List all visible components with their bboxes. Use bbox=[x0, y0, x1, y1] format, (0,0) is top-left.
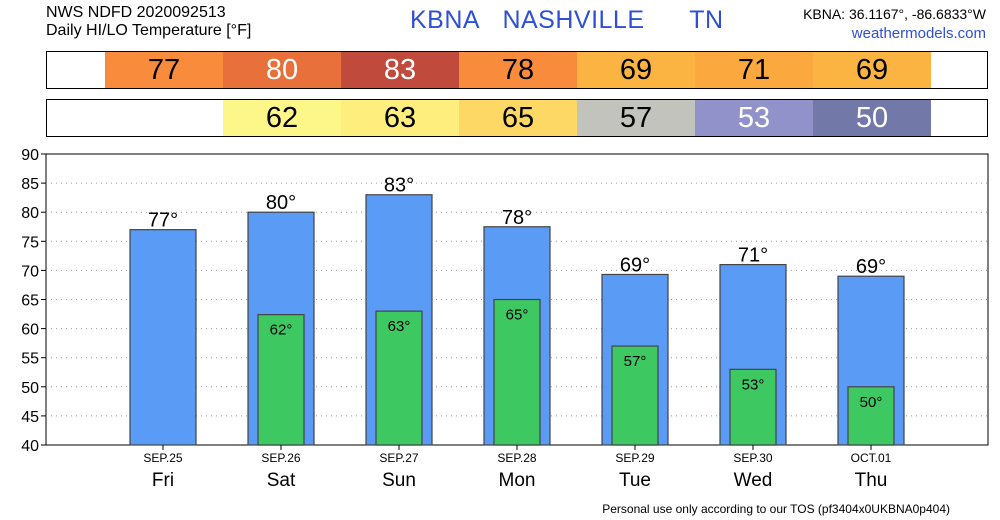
x-day-label: Wed bbox=[734, 470, 773, 491]
high-strip-cell: 69 bbox=[577, 52, 695, 88]
high-bar-label: 83° bbox=[384, 175, 414, 197]
site-link[interactable]: weathermodels.com bbox=[851, 25, 986, 42]
high-bar-label: 69° bbox=[856, 256, 886, 278]
y-tick-label: 70 bbox=[21, 263, 39, 280]
y-tick-label: 50 bbox=[21, 380, 39, 397]
low-bar-label: 62° bbox=[270, 322, 293, 339]
low-bar-label: 65° bbox=[506, 307, 529, 324]
y-tick-label: 90 bbox=[21, 147, 39, 164]
y-tick-label: 75 bbox=[21, 234, 39, 251]
footer-note: Personal use only according to our TOS (… bbox=[602, 502, 950, 516]
low-strip-cell: 65 bbox=[459, 100, 577, 136]
x-date-label: SEP.25 bbox=[143, 451, 182, 465]
header-right: KBNA: 36.1167°, -86.6833°W weathermodels… bbox=[803, 5, 986, 43]
low-bar bbox=[611, 345, 659, 446]
low-bar-label: 57° bbox=[624, 353, 647, 370]
x-day-label: Mon bbox=[499, 470, 536, 491]
y-tick-label: 65 bbox=[21, 293, 39, 310]
x-day-label: Thu bbox=[855, 470, 888, 491]
x-date-label: SEP.26 bbox=[261, 451, 300, 465]
low-bar-label: 50° bbox=[860, 394, 883, 411]
y-tick-label: 55 bbox=[21, 351, 39, 368]
low-strip-cell: 63 bbox=[341, 100, 459, 136]
low-strip-cell bbox=[105, 100, 223, 136]
y-tick-label: 85 bbox=[21, 176, 39, 193]
low-bar bbox=[493, 298, 541, 446]
city-name: NASHVILLE bbox=[502, 6, 645, 34]
low-bar bbox=[375, 310, 423, 446]
low-strip-cell: 50 bbox=[813, 100, 931, 136]
high-bar-label: 80° bbox=[266, 192, 296, 214]
high-strip-cell: 78 bbox=[459, 52, 577, 88]
state-code: TN bbox=[689, 6, 724, 34]
high-strip-cell: 83 bbox=[341, 52, 459, 88]
high-strip-cell: 71 bbox=[695, 52, 813, 88]
x-day-label: Sat bbox=[267, 470, 296, 491]
y-tick-label: 60 bbox=[21, 322, 39, 339]
y-tick-label: 45 bbox=[21, 409, 39, 426]
high-bar bbox=[129, 229, 197, 446]
location-title: KBNA NASHVILLE TN bbox=[410, 6, 724, 35]
x-date-label: OCT.01 bbox=[851, 451, 892, 465]
low-strip-cell: 62 bbox=[223, 100, 341, 136]
low-bar bbox=[257, 314, 305, 446]
high-strip-cell: 69 bbox=[813, 52, 931, 88]
low-bar-label: 63° bbox=[388, 318, 411, 335]
x-date-label: SEP.28 bbox=[497, 451, 536, 465]
x-date-label: SEP.27 bbox=[379, 451, 418, 465]
high-bar-label: 78° bbox=[502, 207, 532, 229]
high-bar-label: 71° bbox=[738, 245, 768, 267]
product-title: Daily HI/LO Temperature [°F] bbox=[46, 22, 252, 39]
y-tick-label: 80 bbox=[21, 205, 39, 222]
x-day-label: Tue bbox=[619, 470, 651, 491]
high-bar-label: 69° bbox=[620, 254, 650, 276]
low-bar-label: 53° bbox=[742, 376, 765, 393]
low-strip-cell: 57 bbox=[577, 100, 695, 136]
chart-header: NWS NDFD 2020092513 Daily HI/LO Temperat… bbox=[46, 4, 251, 40]
y-tick-label: 40 bbox=[21, 438, 39, 455]
x-date-label: SEP.29 bbox=[615, 451, 654, 465]
station-id: KBNA bbox=[410, 6, 481, 34]
low-temperature-strip: 62 63 65 57 53 50 bbox=[46, 99, 988, 137]
high-strip-cell: 77 bbox=[105, 52, 223, 88]
low-bar bbox=[729, 368, 777, 446]
low-strip-cell: 53 bbox=[695, 100, 813, 136]
x-date-label: SEP.30 bbox=[733, 451, 772, 465]
high-strip-cell: 80 bbox=[223, 52, 341, 88]
x-day-label: Fri bbox=[152, 470, 174, 491]
run-title: NWS NDFD 2020092513 bbox=[46, 4, 226, 21]
high-bar-label: 77° bbox=[148, 210, 178, 232]
temperature-bar-chart: 40 45 50 55 60 65 70 75 80 85 90 77° SEP.25 Fri 80° 62°… bbox=[21, 147, 989, 491]
x-day-label: Sun bbox=[382, 470, 416, 491]
station-coords: KBNA: 36.1167°, -86.6833°W bbox=[803, 6, 986, 22]
high-temperature-strip: 77 80 83 78 69 71 69 bbox=[46, 51, 988, 89]
